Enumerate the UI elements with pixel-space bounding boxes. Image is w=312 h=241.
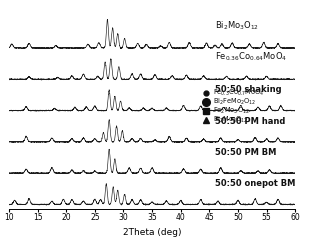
Text: Fe$_{0.36}$Co$_{0.64}$MoO$_4$: Fe$_{0.36}$Co$_{0.64}$MoO$_4$ xyxy=(215,51,287,63)
Text: 50:50 shaking: 50:50 shaking xyxy=(215,85,282,94)
Text: Bi$_2$Mo$_3$O$_{12}$: Bi$_2$Mo$_3$O$_{12}$ xyxy=(213,114,249,125)
Text: Bi$_2$FeMo$_2$O$_{12}$: Bi$_2$FeMo$_2$O$_{12}$ xyxy=(213,97,256,107)
X-axis label: 2Theta (deg): 2Theta (deg) xyxy=(123,228,181,237)
Text: Fe$_{0.3}$Co$_{0.7}$MoO$_4$: Fe$_{0.3}$Co$_{0.7}$MoO$_4$ xyxy=(213,88,265,98)
Text: Bi$_2$Mo$_3$O$_{12}$: Bi$_2$Mo$_3$O$_{12}$ xyxy=(215,19,259,32)
Text: 50:50 PM BM: 50:50 PM BM xyxy=(215,148,276,157)
Text: Fe$_2$Mo$_3$O$_{12}$: Fe$_2$Mo$_3$O$_{12}$ xyxy=(213,106,250,116)
Text: 50:50 onepot BM: 50:50 onepot BM xyxy=(215,179,295,188)
Text: 50:50 PM hand: 50:50 PM hand xyxy=(215,117,285,126)
